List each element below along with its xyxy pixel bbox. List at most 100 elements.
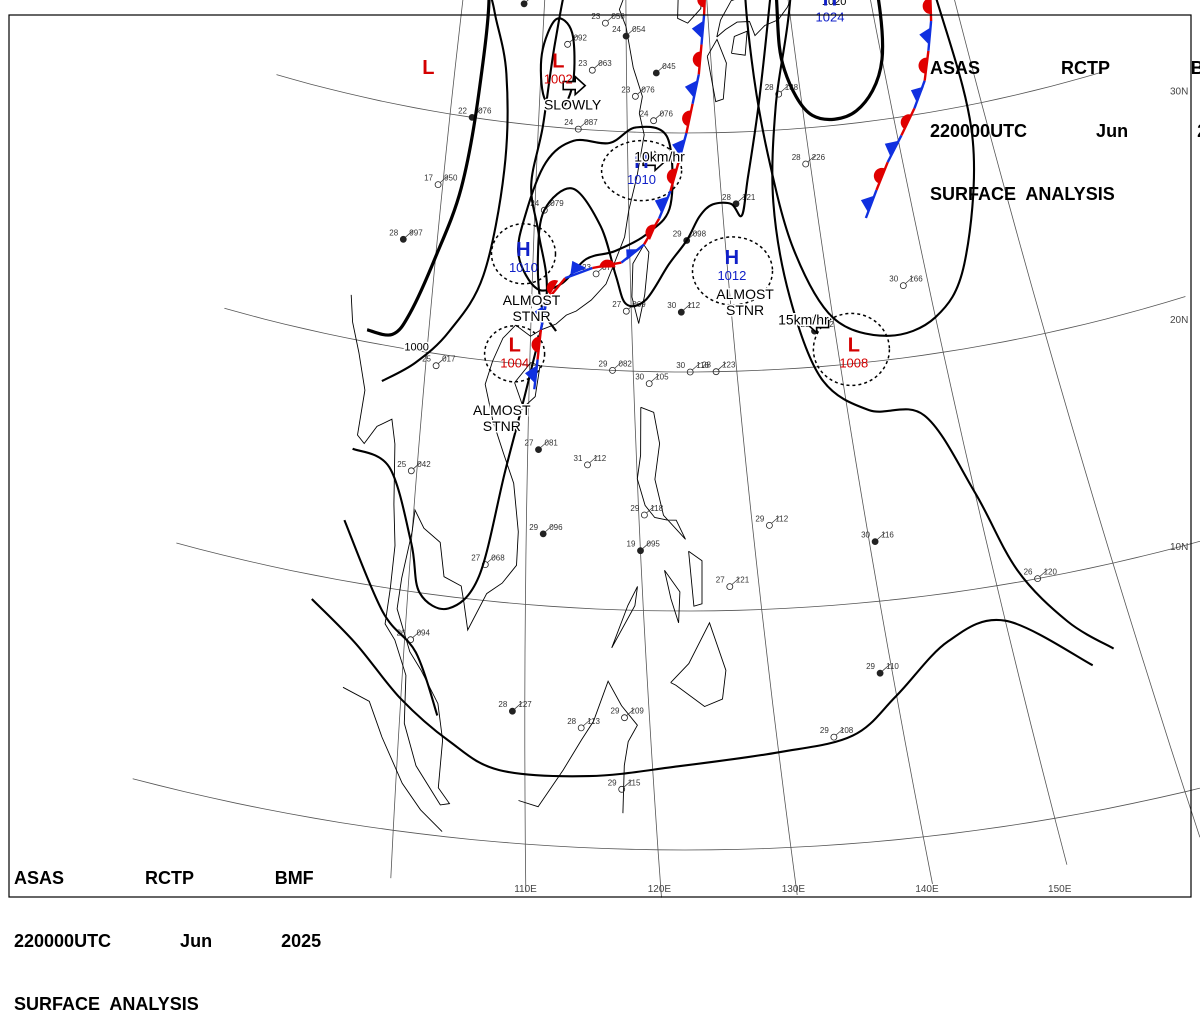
cold-front-triangle — [910, 86, 924, 103]
wind-barb — [1039, 569, 1048, 577]
cold-front-triangle — [531, 305, 544, 324]
longitude-label: 130E — [782, 884, 806, 895]
cold-front-triangle — [884, 140, 899, 157]
longitude-label: 150E — [1048, 884, 1072, 895]
isobar-1004-west — [381, 0, 509, 383]
cold-front-triangle — [684, 80, 698, 98]
station-circle — [677, 308, 685, 316]
station-pressure: 056 — [611, 12, 625, 21]
station-plots: 1897422007220522101520033181032204822044… — [389, 0, 1057, 793]
station-temp: 29 — [673, 230, 682, 239]
header-line2: 220000UTC Jun 2025 — [14, 931, 322, 951]
station-pressure: 110 — [886, 662, 899, 671]
isobar-1024-ring — [774, 0, 885, 122]
station-pressure: 063 — [598, 59, 612, 68]
station-plot: 045 — [652, 62, 676, 77]
station-pressure: 076 — [641, 85, 655, 94]
station-circle — [899, 282, 907, 290]
arrow-east-icon — [642, 150, 667, 173]
motion-label: ALMOST STNR — [503, 292, 561, 324]
high-symbol: H — [516, 239, 530, 261]
station-temp: 30 — [889, 275, 898, 284]
station-plot: 26 120 — [1024, 568, 1057, 582]
station-circle — [407, 467, 415, 475]
station-circle — [535, 446, 542, 454]
wind-barb — [582, 718, 592, 727]
station-circle — [876, 669, 884, 677]
station-pressure: 081 — [545, 439, 559, 448]
wind-barb — [437, 356, 447, 364]
motion-label-line: SLOWLY — [544, 97, 602, 113]
station-circle — [609, 366, 616, 374]
station-plot: 17 950 — [424, 174, 458, 189]
center-pressure-value: 1012 — [717, 268, 746, 283]
station-plot: 30 116 — [861, 531, 894, 545]
station-temp: 23 — [591, 12, 600, 21]
station-temp: 28 — [567, 717, 576, 726]
station-pressure: 115 — [628, 778, 641, 787]
coast-indochina — [350, 294, 519, 806]
low-symbol: L — [848, 335, 860, 357]
station-circle — [602, 19, 609, 27]
station-pressure: 076 — [478, 106, 492, 115]
wind-barb — [780, 84, 789, 93]
station-pressure: 109 — [631, 707, 645, 716]
station-pressure: 116 — [881, 531, 894, 540]
station-circle — [732, 200, 740, 208]
motion-labels: 15km/hrSLOWLY10km/hr10km/hr15km/hr15km/h… — [472, 95, 831, 436]
parallel-20 — [224, 296, 1186, 373]
latitude-label: 20N — [1170, 315, 1188, 326]
wind-barb — [627, 26, 637, 35]
cold-segment — [691, 74, 700, 104]
station-plot: 29 118 — [630, 504, 664, 519]
header-line3: SURFACE ANALYSIS — [930, 184, 1115, 204]
motion-label-line: 15km/hr — [778, 312, 829, 328]
station-pressure: 123 — [722, 361, 736, 370]
isobar-labels: 10001000100010001020 — [403, 0, 848, 355]
station-pressure: 105 — [655, 373, 669, 382]
station-temp: 29 — [866, 662, 875, 671]
station-plot: 30 116 — [676, 361, 710, 376]
stationary-fronts — [525, 0, 933, 390]
station-circle — [622, 307, 630, 315]
station-plot: 19 095 — [627, 540, 660, 555]
map-background — [0, 0, 1200, 919]
wind-barb — [405, 230, 414, 238]
station-plot: 27 081 — [525, 439, 559, 454]
header-line1: ASAS RCTP BMF — [14, 868, 314, 888]
coast-luzon — [636, 406, 686, 540]
warm-segment — [545, 277, 567, 302]
station-pressure: 108 — [840, 726, 854, 735]
wind-barb — [731, 577, 741, 585]
station-temp: 29 — [630, 504, 639, 513]
station-circle — [775, 90, 783, 98]
longitude-label: 110E — [514, 884, 537, 895]
station-circle — [686, 368, 694, 376]
station-circle — [540, 206, 548, 214]
wind-barb — [650, 374, 660, 382]
coast-visayas-2 — [664, 570, 681, 624]
station-temp: 28 — [389, 228, 398, 237]
header-line1: ASAS RCTP BMF — [930, 58, 1200, 78]
station-pressure: 096 — [549, 523, 563, 532]
ring-1010-high — [600, 139, 683, 202]
pressure-centers: LLL1002L1004L990L986LLLL1008H1012HH1010H… — [422, 0, 868, 371]
station-temp: 19 — [627, 540, 636, 549]
closed-circulations — [483, 139, 891, 387]
latitude-label: 10N — [1170, 542, 1188, 553]
station-plot: 23 076 — [621, 85, 655, 100]
wind-barb — [525, 0, 529, 3]
high-center: H1024 — [816, 0, 845, 25]
coast-borneo — [518, 680, 638, 814]
station-pressure: 092 — [574, 33, 588, 42]
station-temp: 30 — [635, 373, 644, 382]
cold-front-triangle — [654, 196, 669, 214]
station-circle — [712, 368, 720, 376]
station-temp: 25 — [422, 355, 431, 364]
warm-front-semicircle — [546, 280, 559, 295]
cold-front-triangle — [919, 27, 932, 45]
coastlines — [342, 0, 791, 832]
high-symbol: H — [725, 247, 739, 269]
motion-label-line: 10km/hr — [634, 149, 685, 165]
